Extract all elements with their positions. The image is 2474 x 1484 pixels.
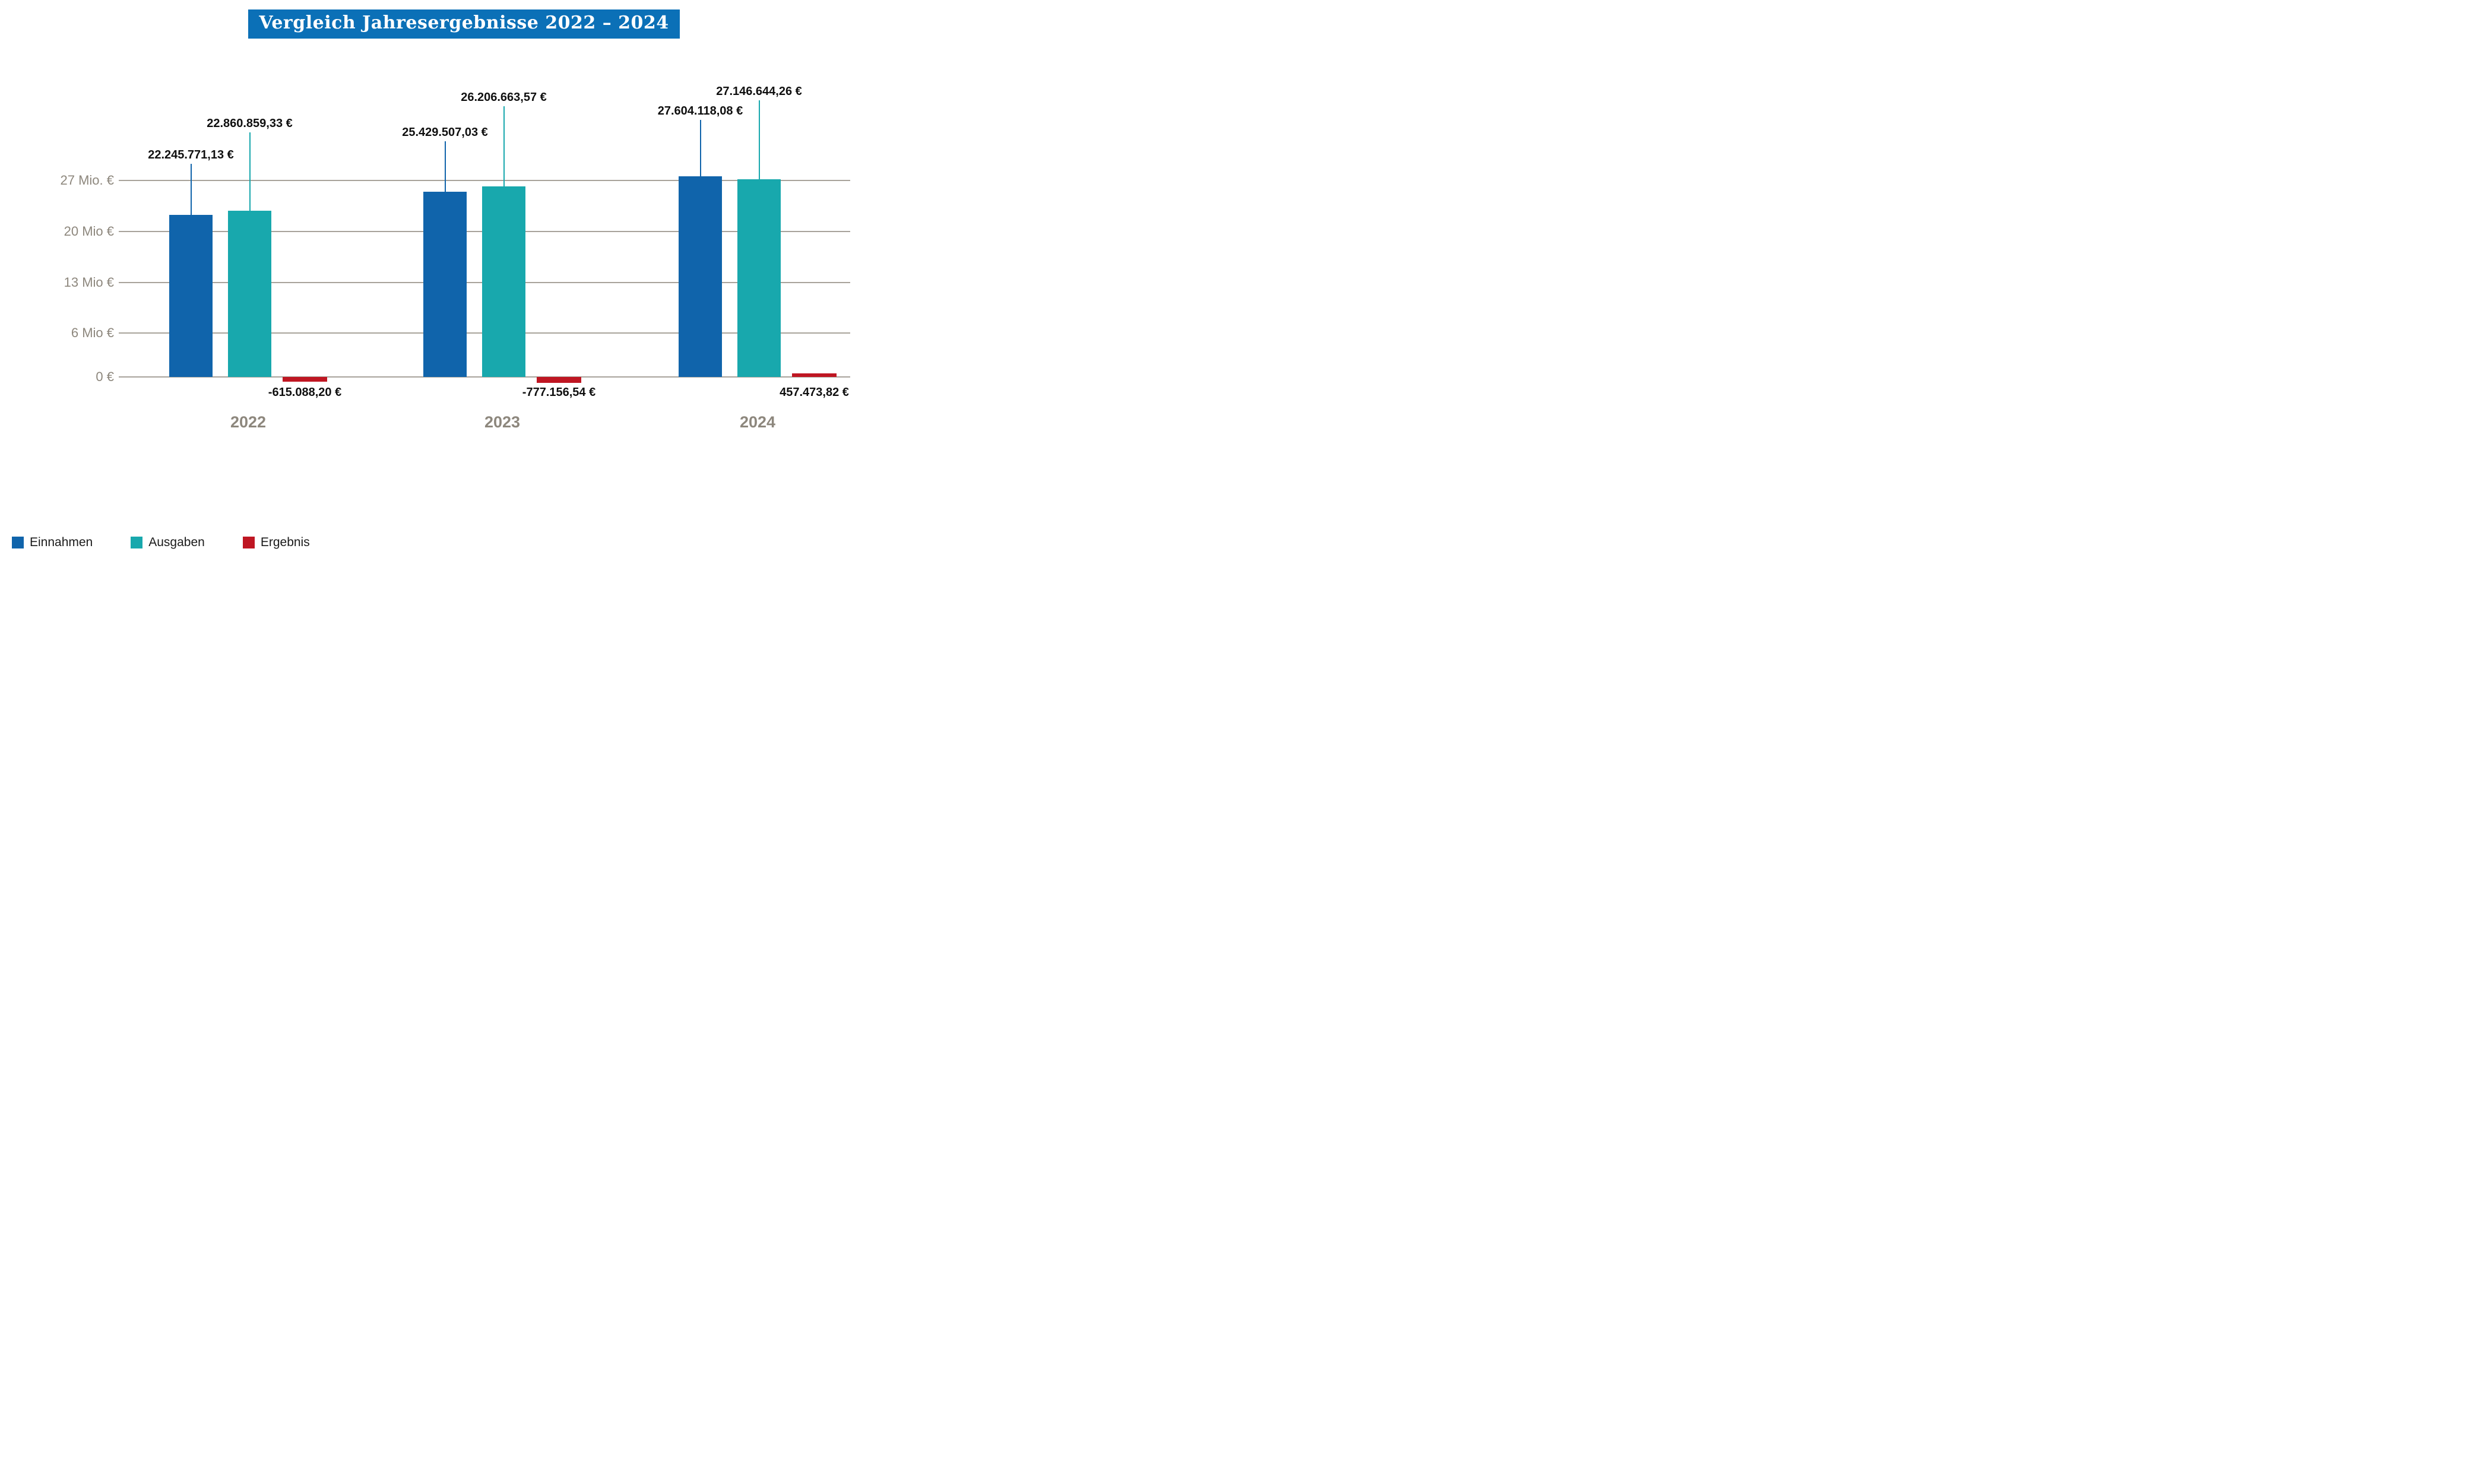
legend-swatch-ergebnis bbox=[242, 537, 255, 548]
bar-ausgaben-2024 bbox=[737, 179, 781, 377]
legend-item-ausgaben: Ausgaben bbox=[131, 535, 205, 550]
legend: Einnahmen Ausgaben Ergebnis bbox=[12, 535, 310, 550]
value-label-ausgaben-2023: 26.206.663,57 € bbox=[461, 91, 547, 104]
chart-area: 0 € 6 Mio € 13 Mio € 20 Mio € 27 Mio. € 22.24… bbox=[0, 0, 928, 557]
legend-label-ergebnis: Ergebnis bbox=[260, 535, 310, 549]
title-bar: Vergleich Jahresergebnisse 2022 – 2024 bbox=[0, 9, 928, 39]
gridline-0 bbox=[119, 376, 850, 378]
leader-line-einnahmen-2024 bbox=[699, 120, 701, 176]
y-axis-tick-4: 27 Mio. € bbox=[60, 172, 115, 188]
leader-line-einnahmen-2023 bbox=[444, 141, 446, 192]
leader-line-einnahmen-2022 bbox=[190, 164, 192, 215]
bar-einnahmen-2024 bbox=[679, 176, 722, 377]
leader-line-ausgaben-2024 bbox=[758, 100, 760, 180]
bar-einnahmen-2022 bbox=[169, 215, 213, 377]
value-label-einnahmen-2022: 22.245.771,13 € bbox=[148, 148, 234, 161]
category-label-2023: 2023 bbox=[484, 413, 521, 431]
bar-einnahmen-2023 bbox=[423, 192, 467, 377]
value-label-einnahmen-2023: 25.429.507,03 € bbox=[402, 126, 488, 139]
category-label-2024: 2024 bbox=[739, 413, 776, 431]
bar-ausgaben-2022 bbox=[228, 210, 271, 377]
bar-ergebnis-2024 bbox=[792, 373, 837, 377]
legend-item-einnahmen: Einnahmen bbox=[12, 535, 93, 550]
y-axis-tick-0: 0 € bbox=[96, 369, 114, 384]
legend-label-einnahmen: Einnahmen bbox=[30, 535, 93, 549]
value-label-einnahmen-2024: 27.604.118,08 € bbox=[657, 104, 743, 118]
legend-swatch-einnahmen bbox=[12, 537, 24, 548]
gridline-4 bbox=[119, 179, 850, 181]
y-axis-tick-1: 6 Mio € bbox=[71, 325, 114, 341]
legend-swatch-ausgaben bbox=[131, 537, 143, 548]
chart-canvas: Vergleich Jahresergebnisse 2022 – 2024 0… bbox=[0, 0, 928, 557]
leader-line-ausgaben-2023 bbox=[503, 106, 505, 186]
bar-ergebnis-2023 bbox=[537, 377, 581, 383]
legend-item-ergebnis: Ergebnis bbox=[242, 535, 310, 550]
y-axis-tick-3: 20 Mio € bbox=[64, 223, 114, 239]
value-label-ausgaben-2024: 27.146.644,26 € bbox=[716, 85, 802, 98]
legend-label-ausgaben: Ausgaben bbox=[148, 535, 205, 549]
category-label-2022: 2022 bbox=[230, 413, 267, 431]
chart-title: Vergleich Jahresergebnisse 2022 – 2024 bbox=[248, 9, 680, 39]
bar-ausgaben-2023 bbox=[482, 186, 525, 377]
y-axis-tick-2: 13 Mio € bbox=[64, 274, 114, 290]
value-label-ergebnis-2024: 457.473,82 € bbox=[780, 386, 849, 399]
leader-line-ausgaben-2022 bbox=[249, 132, 251, 211]
value-label-ergebnis-2023: -777.156,54 € bbox=[522, 386, 596, 399]
value-label-ausgaben-2022: 22.860.859,33 € bbox=[207, 117, 293, 130]
value-label-ergebnis-2022: -615.088,20 € bbox=[268, 386, 342, 399]
bar-ergebnis-2022 bbox=[283, 377, 327, 382]
